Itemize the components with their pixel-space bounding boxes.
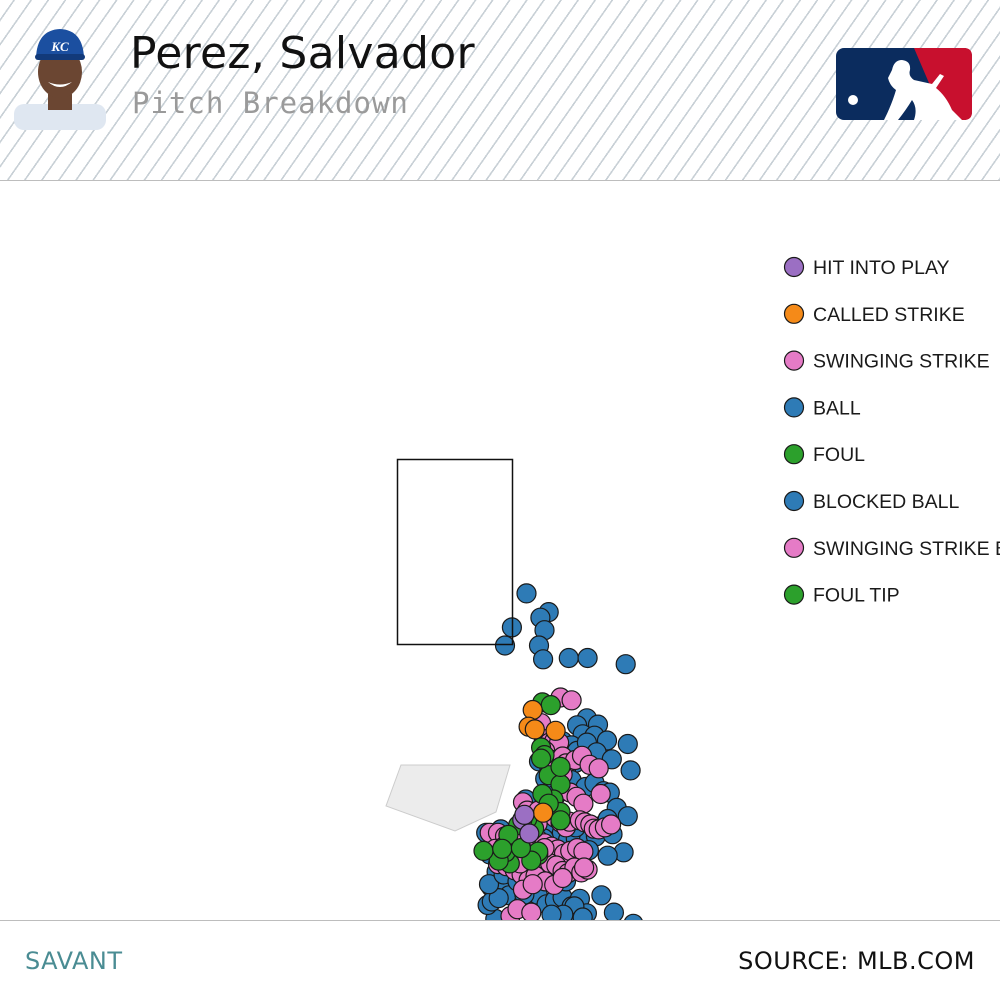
- pitch-point[interactable]: [516, 583, 537, 604]
- kc-cap-icon: [36, 29, 84, 58]
- legend-swatch: [783, 490, 805, 512]
- legend-swatch: [783, 350, 805, 371]
- pitch-point[interactable]: [600, 814, 622, 835]
- legend-swatch: [783, 303, 805, 324]
- pitch-point[interactable]: [492, 838, 513, 859]
- pitch-point[interactable]: [473, 840, 494, 862]
- pitch-point[interactable]: [478, 874, 500, 895]
- pitch-point[interactable]: [591, 885, 612, 906]
- pitch-point[interactable]: [561, 690, 582, 711]
- pitch-point[interactable]: [514, 804, 535, 825]
- pitch-point[interactable]: [532, 649, 554, 670]
- legend-swatch: [783, 256, 805, 278]
- pitch-point[interactable]: [488, 887, 509, 909]
- footer: SAVANT SOURCE: MLB.COM: [0, 920, 1000, 1000]
- legend-label[interactable]: BLOCKED BALL: [813, 491, 959, 513]
- legend-swatch: [783, 444, 805, 465]
- pitch-point[interactable]: [620, 760, 641, 781]
- avatar-neck: [48, 94, 72, 110]
- source-label: SOURCE: MLB.COM: [738, 947, 975, 975]
- player-name: Perez, Salvador: [130, 28, 475, 79]
- legend-label[interactable]: BALL: [813, 397, 861, 419]
- legend-label[interactable]: FOUL TIP: [813, 585, 900, 607]
- legend-swatch: [783, 537, 805, 558]
- pitch-point[interactable]: [494, 635, 516, 656]
- pitch-point[interactable]: [530, 748, 552, 769]
- mlb-logo-red: [914, 48, 972, 120]
- pitch-chart: HIT INTO PLAY CALLED STRIKE SWINGING STRIK…: [385, 256, 1000, 920]
- avatar-smile: [48, 82, 72, 87]
- pitch-point[interactable]: [588, 758, 609, 779]
- pitch-point[interactable]: [519, 823, 540, 844]
- legend-label[interactable]: SWINGING STRIKE: [813, 351, 990, 373]
- pitch-point[interactable]: [522, 699, 543, 721]
- pitch-points: [473, 583, 643, 920]
- pitch-point[interactable]: [545, 720, 566, 741]
- mlb-logo-batter: [884, 60, 962, 120]
- pitch-point[interactable]: [573, 857, 595, 878]
- legend: HIT INTO PLAY CALLED STRIKE SWINGING STRIK…: [783, 256, 1000, 607]
- avatar: KC: [14, 29, 106, 130]
- cap-logo: KC: [50, 39, 69, 54]
- pitch-point[interactable]: [577, 647, 598, 669]
- pitch-point[interactable]: [617, 733, 638, 755]
- page-subtitle: Pitch Breakdown: [132, 86, 409, 120]
- strike-zone: [396, 458, 514, 646]
- legend-label[interactable]: SWINGING STRIKE BLOCKED: [813, 538, 1000, 560]
- pitch-point[interactable]: [540, 694, 561, 716]
- pitch-point[interactable]: [524, 719, 545, 740]
- header: KC Perez, Salvador Pitch Breakdown: [0, 0, 1000, 181]
- legend-swatch: [783, 397, 805, 418]
- cap-brim: [35, 54, 85, 60]
- avatar-shirt: [14, 104, 106, 130]
- home-plate: [385, 764, 511, 832]
- legend-swatch: [783, 584, 805, 605]
- pitch-point[interactable]: [615, 654, 636, 675]
- pitch-point[interactable]: [597, 845, 618, 866]
- pitch-point[interactable]: [522, 874, 543, 895]
- pitch-point[interactable]: [541, 904, 562, 920]
- legend-label[interactable]: FOUL: [813, 444, 865, 466]
- pitch-point[interactable]: [624, 913, 643, 920]
- savant-link[interactable]: SAVANT: [25, 947, 123, 975]
- mlb-logo-icon[interactable]: [836, 48, 972, 120]
- legend-label[interactable]: HIT INTO PLAY: [813, 257, 950, 279]
- pitch-point[interactable]: [558, 647, 579, 669]
- pitch-point[interactable]: [603, 902, 624, 920]
- pitch-point[interactable]: [572, 907, 593, 920]
- pitch-point[interactable]: [590, 783, 611, 805]
- legend-label[interactable]: CALLED STRIKE: [813, 304, 965, 326]
- pitch-point[interactable]: [550, 756, 571, 778]
- mlb-logo-ball: [848, 95, 858, 105]
- pitch-point[interactable]: [617, 806, 638, 827]
- pitch-point[interactable]: [521, 902, 542, 920]
- pitch-point[interactable]: [552, 867, 573, 889]
- pitch-point[interactable]: [550, 810, 571, 831]
- pitch-point[interactable]: [573, 793, 594, 814]
- pitch-point[interactable]: [532, 802, 554, 823]
